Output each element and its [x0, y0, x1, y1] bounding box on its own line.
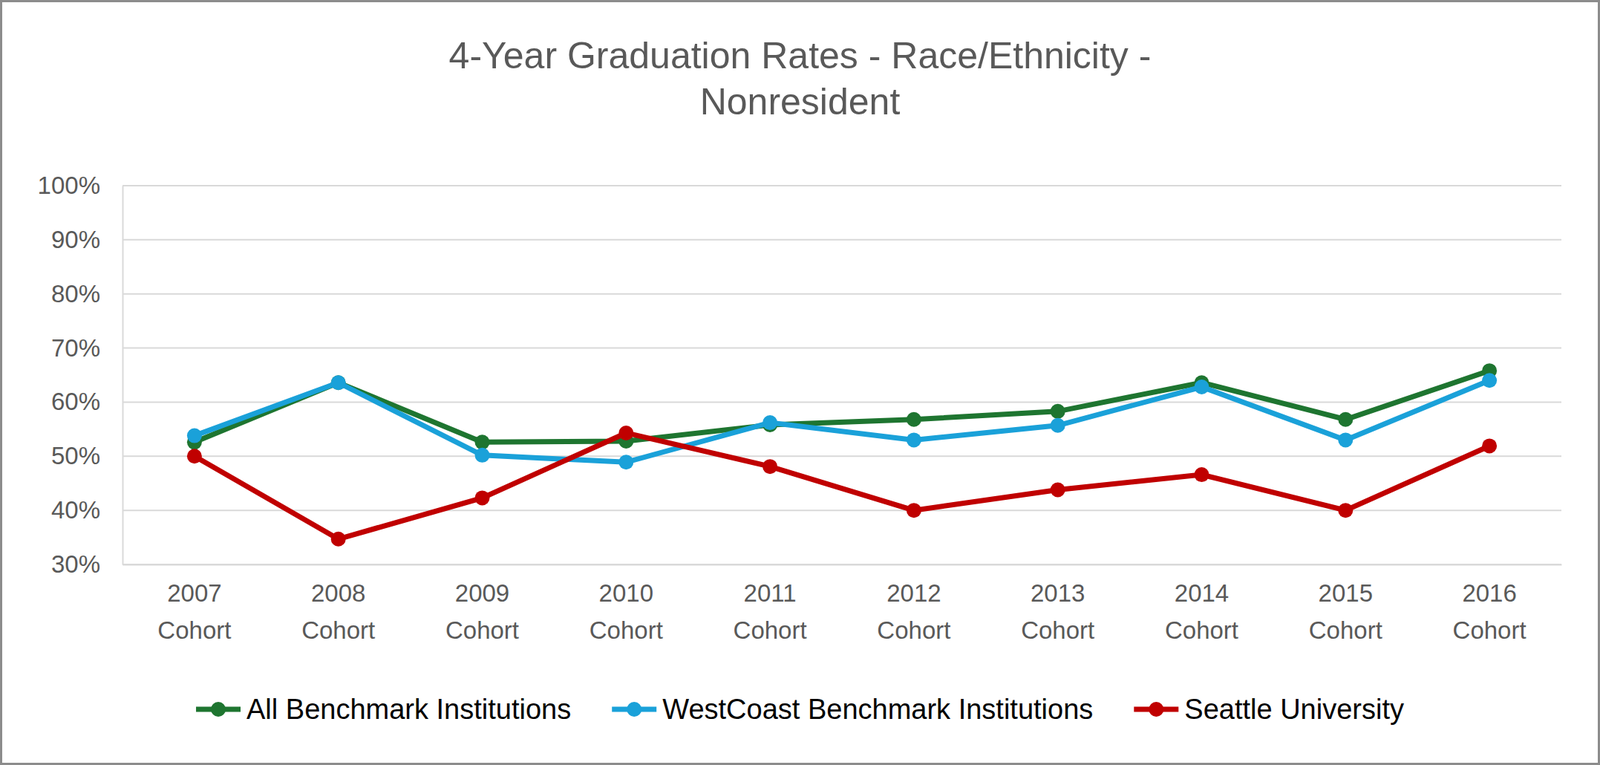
y-axis-line — [122, 186, 124, 566]
series-marker — [187, 448, 202, 464]
legend-label: Seattle University — [1184, 693, 1404, 725]
x-tick-label: 2015Cohort — [1308, 579, 1383, 644]
legend-item: Seattle University — [1133, 693, 1404, 725]
legend-marker — [210, 701, 226, 717]
grid-line — [122, 455, 1562, 457]
plot: 30% 40% 50% 60% 70% 80% 90% 100% 2007Cohort 2008C… — [37, 171, 1563, 644]
x-tick-label: 2013Cohort — [1020, 579, 1095, 644]
x-tick-label: 2014Cohort — [1164, 579, 1239, 644]
grid-line — [122, 563, 1562, 566]
legend-marker — [626, 701, 642, 717]
series-marker — [906, 432, 922, 447]
series-marker — [762, 458, 778, 474]
series-marker — [1194, 467, 1210, 482]
x-tick-label: 2007Cohort — [157, 579, 231, 644]
x-tick: 2014Cohort — [1164, 564, 1239, 644]
series-line — [194, 432, 1490, 540]
y-tick: 40% — [51, 495, 123, 524]
legend: All Benchmark Institutions WestCoast Benc… — [196, 693, 1404, 725]
series-marker — [906, 502, 922, 518]
x-axis: 2007Cohort 2008Cohort 2009Cohort 2010Cohort… — [123, 564, 1563, 644]
series-line — [194, 380, 1490, 462]
y-tick-label: 60% — [51, 387, 101, 416]
y-tick: 30% — [51, 550, 123, 578]
y-tick-label: 80% — [51, 279, 101, 308]
y-tick: 70% — [51, 334, 123, 362]
x-tick-label: 2009Cohort — [445, 579, 519, 644]
grid-line — [122, 400, 1562, 403]
y-tick-label: 90% — [51, 225, 101, 254]
x-tick-label: 2012Cohort — [876, 579, 951, 644]
x-tick: 2012Cohort — [876, 564, 951, 644]
series-marker — [1337, 502, 1353, 518]
series-marker — [331, 374, 346, 390]
x-tick: 2015Cohort — [1308, 564, 1383, 644]
frame — [1, 1, 1600, 764]
y-tick: 50% — [51, 441, 123, 470]
legend-item: WestCoast Benchmark Institutions — [611, 693, 1093, 725]
legend-marker — [1148, 701, 1164, 717]
series-marker — [1481, 438, 1497, 453]
series-marker — [1481, 372, 1497, 388]
x-tick: 2009Cohort — [445, 564, 519, 644]
grid — [122, 185, 1562, 565]
series-marker — [1050, 481, 1066, 497]
x-tick: 2016Cohort — [1452, 564, 1527, 644]
y-tick: 60% — [51, 387, 123, 416]
series-marker — [1337, 412, 1353, 427]
y-tick-label: 100% — [37, 171, 101, 199]
legend-label: WestCoast Benchmark Institutions — [662, 693, 1093, 725]
x-tick-label: 2016Cohort — [1452, 579, 1527, 644]
x-tick: 2011Cohort — [733, 564, 808, 644]
series-marker — [762, 415, 778, 430]
grid-line — [122, 293, 1562, 295]
chart: 4-Year Graduation Rates - Race/Ethnicity… — [0, 0, 1600, 765]
series-marker — [618, 454, 634, 470]
legend-label: All Benchmark Institutions — [246, 693, 571, 725]
x-tick: 2013Cohort — [1020, 564, 1095, 644]
series-marker — [475, 434, 491, 450]
series-marker — [1050, 418, 1066, 433]
title: 4-Year Graduation Rates - Race/Ethnicity… — [449, 34, 1152, 123]
y-tick: 90% — [51, 225, 123, 254]
y-tick: 80% — [51, 279, 123, 308]
x-tick-label: 2008Cohort — [301, 579, 375, 644]
legend-item: All Benchmark Institutions — [196, 693, 571, 725]
y-tick-label: 50% — [51, 441, 101, 470]
y-tick: 100% — [37, 171, 123, 199]
x-tick: 2007Cohort — [157, 564, 231, 644]
x-tick-label: 2011Cohort — [733, 579, 808, 644]
series-marker — [475, 490, 491, 505]
series-marker — [1337, 432, 1353, 447]
x-tick: 2010Cohort — [589, 564, 664, 644]
marks — [187, 363, 1497, 547]
series-marker — [618, 425, 634, 441]
y-tick-label: 30% — [51, 550, 101, 578]
series-marker — [1050, 403, 1066, 419]
x-tick-label: 2010Cohort — [589, 579, 664, 644]
series-marker — [906, 412, 922, 427]
x-axis-line — [123, 564, 1563, 566]
y-tick-label: 70% — [51, 334, 101, 362]
grid-line — [122, 184, 1562, 187]
x-tick: 2008Cohort — [301, 564, 375, 644]
series-marker — [187, 428, 202, 444]
series-marker — [1194, 379, 1210, 395]
series-marker — [475, 447, 491, 463]
grid-line — [122, 347, 1562, 349]
y-tick-label: 40% — [51, 495, 101, 524]
y-axis: 30% 40% 50% 60% 70% 80% 90% 100% — [37, 171, 124, 578]
series-marker — [331, 531, 346, 547]
grid-line — [122, 239, 1562, 241]
series-marker — [331, 374, 346, 390]
